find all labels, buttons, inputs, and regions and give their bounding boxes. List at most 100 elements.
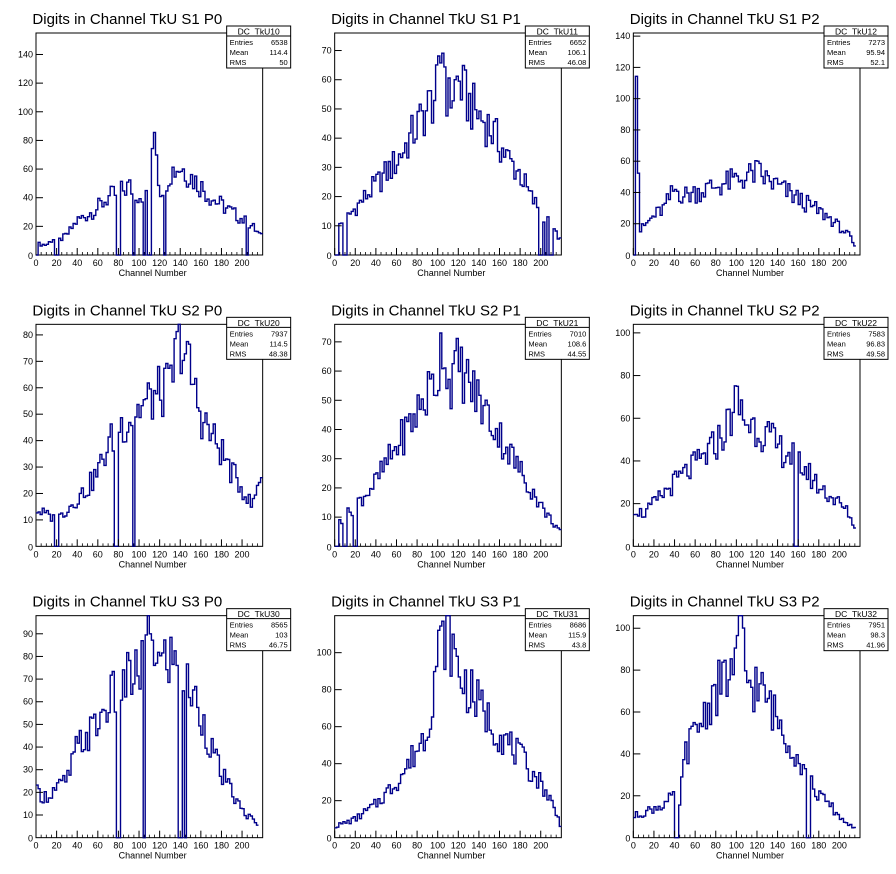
x-tick-label: 140 — [173, 549, 188, 559]
stats-label: Entries — [230, 621, 254, 630]
stats-value: 114.4 — [269, 48, 287, 57]
y-tick-label: 60 — [23, 697, 33, 707]
y-tick-label: 20 — [322, 796, 332, 806]
chart-title: Digits in Channel TkU S3 P0 — [32, 594, 222, 611]
stats-value: 44.55 — [568, 349, 587, 358]
y-tick-label: 70 — [322, 337, 332, 347]
x-tick-label: 80 — [113, 549, 123, 559]
x-tick-label: 120 — [152, 841, 167, 851]
x-tick-label: 120 — [749, 841, 764, 851]
stats-label: Entries — [528, 621, 552, 630]
y-tick-label: 60 — [620, 707, 630, 717]
y-tick-label: 10 — [23, 515, 33, 525]
stats-box — [226, 316, 292, 360]
stats-label: Mean — [827, 631, 846, 640]
stats-value: 41.96 — [866, 641, 885, 650]
y-tick-label-zero: 0 — [28, 834, 33, 844]
x-tick-label: 0 — [631, 549, 636, 559]
y-tick-label: 60 — [620, 413, 630, 423]
histogram-line — [36, 323, 263, 547]
stats-label: Mean — [230, 339, 249, 348]
x-tick-label: 80 — [412, 258, 422, 268]
x-tick-label: 0 — [332, 549, 337, 559]
x-tick-label: 60 — [391, 841, 401, 851]
y-tick-label: 40 — [620, 187, 630, 197]
x-tick-label: 20 — [350, 258, 360, 268]
stats-value: 106.1 — [568, 48, 587, 57]
y-tick-label: 40 — [322, 759, 332, 769]
stats-name: DC_TkU20 — [238, 318, 280, 328]
y-tick-label: 60 — [322, 722, 332, 732]
stats-label: Entries — [230, 38, 254, 47]
y-tick-label: 10 — [322, 512, 332, 522]
y-tick-label: 40 — [322, 424, 332, 434]
x-tick-label: 100 — [430, 258, 445, 268]
x-tick-label: 160 — [193, 258, 208, 268]
x-tick-label: 100 — [729, 549, 744, 559]
x-tick-label: 80 — [711, 258, 721, 268]
stats-value: 96.83 — [866, 339, 885, 348]
y-tick-label: 70 — [23, 356, 33, 366]
stats-box — [226, 25, 292, 69]
y-tick-label: 60 — [322, 366, 332, 376]
y-tick-label: 80 — [23, 651, 33, 661]
stats-box — [823, 25, 889, 69]
y-tick-label: 140 — [615, 31, 630, 41]
x-tick-label: 180 — [214, 258, 229, 268]
stats-label: RMS — [827, 641, 844, 650]
y-tick-label: 140 — [18, 49, 33, 59]
stats-value: 49.58 — [866, 349, 885, 358]
y-tick-label: 30 — [322, 162, 332, 172]
x-tick-label: 180 — [811, 258, 826, 268]
x-tick-label: 180 — [214, 549, 229, 559]
x-tick-label: 140 — [770, 258, 785, 268]
stats-value: 43.8 — [572, 641, 587, 650]
y-tick-label: 10 — [23, 810, 33, 820]
x-tick-label: 200 — [235, 549, 250, 559]
chart-title: Digits in Channel TkU S1 P0 — [32, 11, 222, 28]
y-tick-label: 50 — [322, 104, 332, 114]
x-tick-label: 120 — [451, 841, 466, 851]
x-tick-label: 140 — [770, 841, 785, 851]
x-tick-label: 40 — [371, 258, 381, 268]
x-axis-label: Channel Number — [417, 559, 485, 569]
x-tick-label: 140 — [173, 841, 188, 851]
stats-label: RMS — [827, 349, 844, 358]
x-tick-label: 60 — [391, 549, 401, 559]
y-tick-label: 80 — [620, 665, 630, 675]
stats-value: 7583 — [868, 329, 885, 338]
stats-label: Mean — [528, 631, 547, 640]
histogram-line — [633, 615, 856, 839]
chart-title: Digits in Channel TkU S1 P1 — [331, 11, 521, 28]
x-tick-label: 120 — [152, 549, 167, 559]
stats-label: Mean — [827, 339, 846, 348]
x-tick-label: 20 — [350, 841, 360, 851]
plot-frame — [334, 323, 562, 547]
y-tick-label: 40 — [620, 749, 630, 759]
x-tick-label: 20 — [52, 841, 62, 851]
x-tick-label: 60 — [690, 841, 700, 851]
y-tick-label: 20 — [23, 221, 33, 231]
y-tick-label-zero: 0 — [625, 834, 630, 844]
stats-label: Entries — [827, 621, 851, 630]
x-tick-label: 200 — [832, 841, 847, 851]
stats-label: RMS — [528, 641, 545, 650]
stats-box — [823, 608, 889, 652]
x-tick-label: 160 — [492, 841, 507, 851]
histogram-panel: Digits in Channel TkU S3 P00 20 40 60 80 100 1… — [23, 594, 292, 861]
x-tick-label: 200 — [832, 549, 847, 559]
stats-value: 6652 — [570, 38, 587, 47]
histogram-panel: Digits in Channel TkU S2 P2 0 20 40 60 80 100 1… — [615, 302, 889, 569]
y-tick-label: 40 — [23, 436, 33, 446]
y-tick-label: 70 — [23, 674, 33, 684]
y-tick-label: 80 — [23, 135, 33, 145]
x-tick-label: 60 — [391, 258, 401, 268]
x-tick-label: 160 — [791, 549, 806, 559]
x-tick-label: 200 — [533, 549, 548, 559]
x-tick-label: 160 — [791, 258, 806, 268]
x-tick-label: 80 — [711, 841, 721, 851]
plot-frame — [35, 323, 264, 547]
y-tick-label-zero: 0 — [327, 834, 332, 844]
stats-label: RMS — [230, 58, 247, 67]
chart-title: Digits in Channel TkU S1 P2 — [630, 11, 820, 28]
